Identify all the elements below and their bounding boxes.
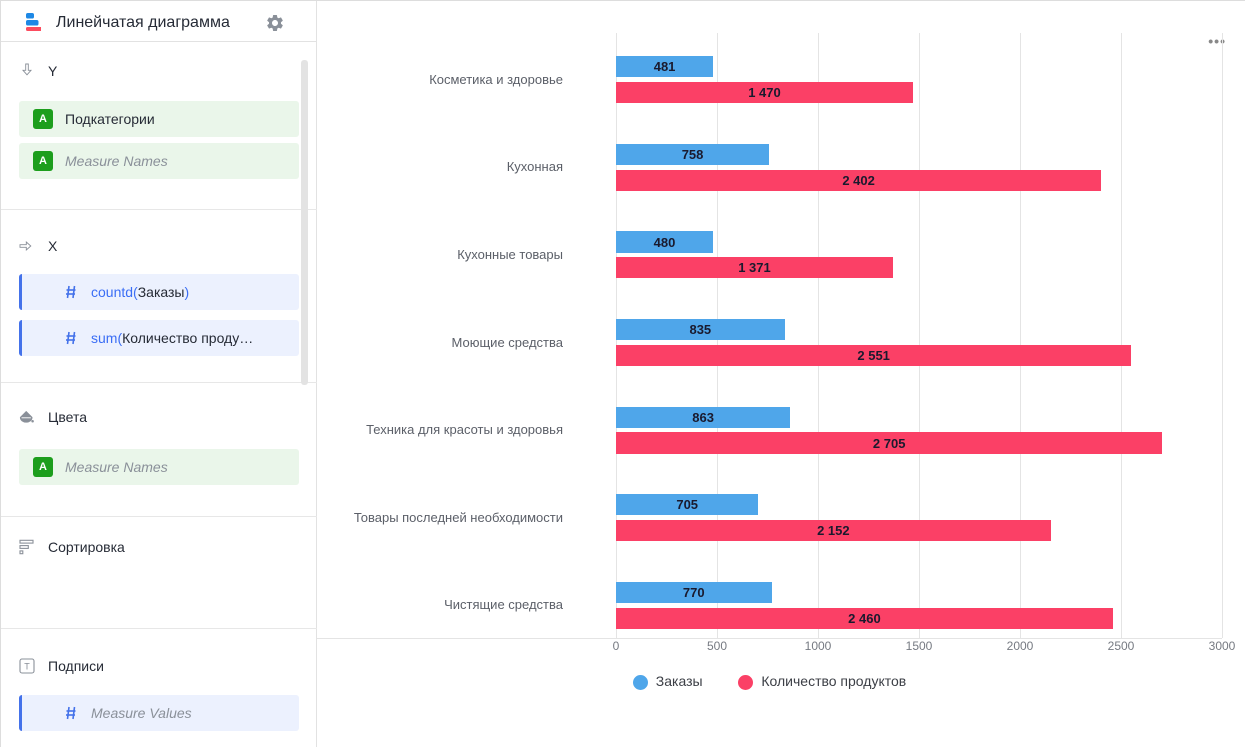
svg-text:T: T <box>24 662 30 672</box>
